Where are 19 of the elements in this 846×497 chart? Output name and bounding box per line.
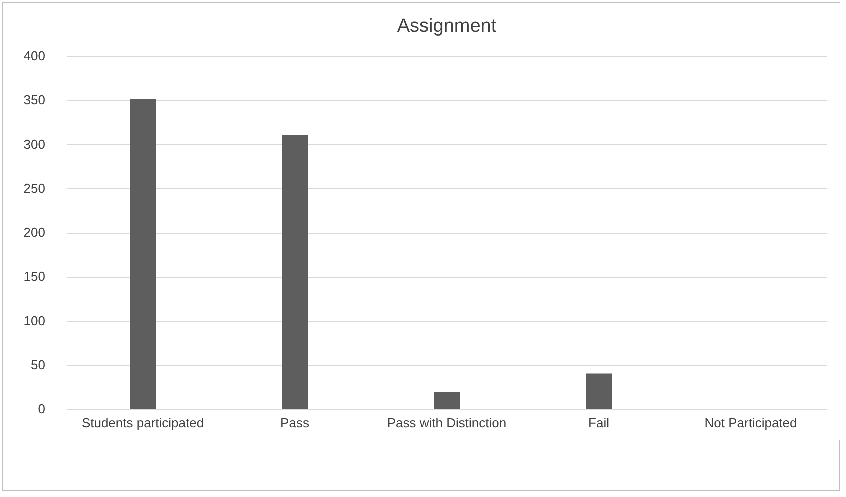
y-tick-label: 100 — [24, 313, 46, 328]
y-tick-label: 400 — [24, 48, 46, 64]
y-tick-label: 50 — [31, 357, 46, 372]
y-tick-label: 300 — [24, 136, 46, 152]
bar — [434, 392, 460, 409]
chart-title: Assignment — [397, 16, 498, 37]
bar — [130, 99, 156, 409]
y-tick-label: 150 — [24, 269, 46, 284]
x-tick-label: Fail — [588, 416, 610, 430]
bar — [282, 135, 308, 409]
y-tick-label: 350 — [24, 92, 46, 108]
y-tick-label: 250 — [24, 180, 46, 196]
x-tick-label: Students participated — [82, 416, 204, 430]
x-tick-label: Not Participated — [704, 416, 798, 430]
bar — [586, 374, 612, 409]
y-tick-label: 200 — [24, 225, 46, 240]
x-tick-label: Pass with Distinction — [387, 416, 507, 430]
y-tick-label: 0 — [38, 402, 46, 416]
x-tick-label: Pass — [280, 416, 310, 430]
